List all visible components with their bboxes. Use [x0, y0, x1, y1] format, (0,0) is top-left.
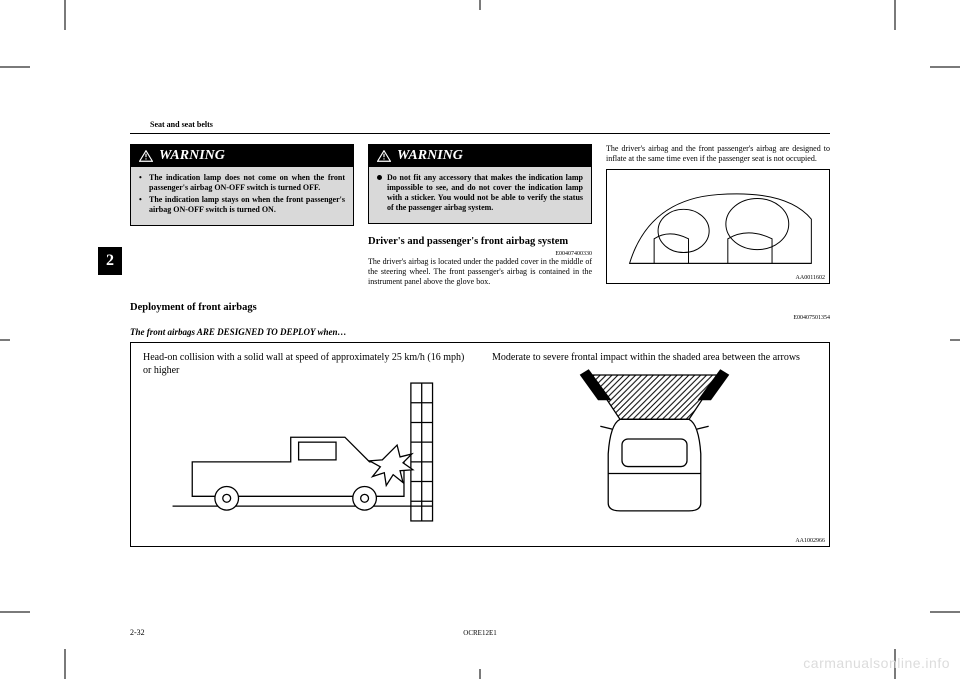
body-text-col2: The driver's airbag is located under the… [368, 257, 592, 288]
warning-triangle-icon [377, 150, 391, 162]
crop-mark [64, 0, 66, 30]
deploy-heading: Deployment of front airbags [130, 302, 830, 313]
warning-head-2: WARNING [369, 145, 591, 167]
watermark: carmanualsonline.info [803, 655, 950, 671]
body-text-col3: The driver's airbag and the front passen… [606, 144, 830, 165]
section-header: Seat and seat belts [150, 120, 830, 129]
warning-title-2: WARNING [397, 148, 463, 164]
deploy-subheading: The front airbags ARE DESIGNED TO DEPLOY… [130, 327, 830, 338]
deploy-right-caption: Moderate to severe frontal impact within… [492, 351, 817, 364]
truck-collision-svg [143, 377, 468, 527]
crop-mark [479, 0, 481, 10]
illus-code: AA0011602 [796, 275, 825, 281]
crop-mark [479, 669, 481, 679]
airbag-illustration: AA0011602 [606, 169, 830, 284]
deploy-right: Moderate to severe frontal impact within… [480, 343, 829, 546]
warning-item: The indication lamp does not come on whe… [139, 173, 345, 193]
deploy-left-caption: Head-on collision with a solid wall at s… [143, 351, 468, 377]
warning-head-1: WARNING [131, 145, 353, 167]
footer-code: OCRE12E1 [463, 629, 496, 637]
warning-title-1: WARNING [159, 148, 225, 164]
header-rule [130, 133, 830, 134]
airbag-svg [607, 170, 829, 283]
warning-triangle-icon [139, 150, 153, 162]
column-1: WARNING The indication lamp does not com… [130, 144, 354, 288]
warning-body-1: The indication lamp does not come on whe… [131, 167, 353, 225]
warning-box-1: WARNING The indication lamp does not com… [130, 144, 354, 226]
crop-mark [894, 0, 896, 30]
crop-mark [950, 339, 960, 341]
crop-mark [64, 649, 66, 679]
section-tab: 2 [98, 247, 122, 275]
big-illus-code: AA1002966 [795, 538, 825, 544]
subhead-driver-passenger: Driver's and passenger's front airbag sy… [368, 236, 592, 249]
frontal-impact-svg [492, 364, 817, 514]
warning-body-2: Do not fit any accessory that makes the … [369, 167, 591, 223]
deploy-code: E00407501354 [130, 315, 830, 321]
crop-mark [0, 66, 30, 68]
warning-box-2: WARNING Do not fit any accessory that ma… [368, 144, 592, 224]
crop-mark [0, 611, 30, 613]
page-content: Seat and seat belts WARNING The indicati… [130, 120, 830, 547]
three-columns: WARNING The indication lamp does not com… [130, 144, 830, 288]
warning-item: Do not fit any accessory that makes the … [377, 173, 583, 213]
column-2: WARNING Do not fit any accessory that ma… [368, 144, 592, 288]
deploy-left: Head-on collision with a solid wall at s… [131, 343, 480, 546]
crop-mark [0, 339, 10, 341]
page-number: 2-32 [130, 628, 145, 637]
warning-item: The indication lamp stays on when the fr… [139, 195, 345, 215]
crop-mark [930, 611, 960, 613]
deploy-illustration: Head-on collision with a solid wall at s… [130, 342, 830, 547]
crop-mark [930, 66, 960, 68]
column-3: The driver's airbag and the front passen… [606, 144, 830, 288]
